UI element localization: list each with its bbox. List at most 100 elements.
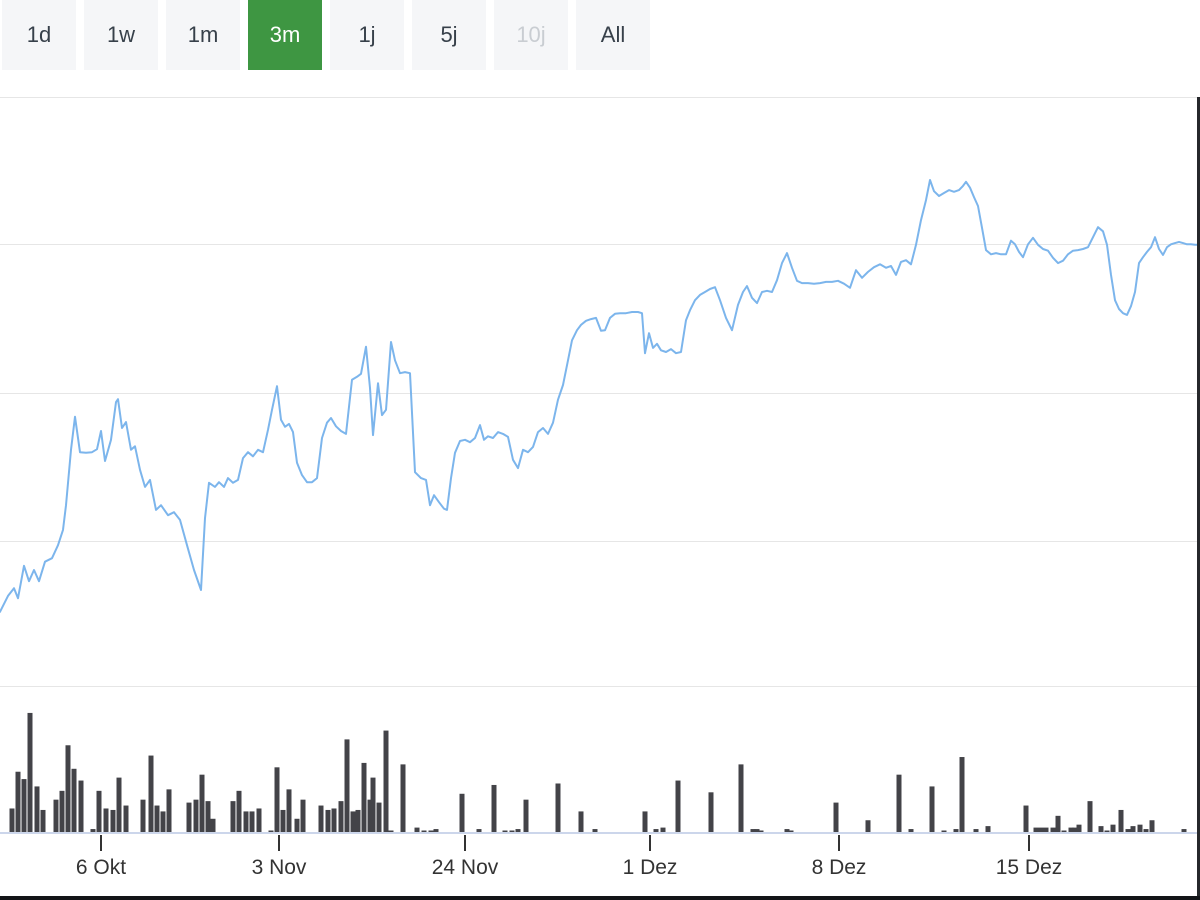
volume-bar bbox=[660, 827, 666, 832]
range-button-10j: 10j bbox=[494, 0, 568, 70]
volume-bar bbox=[1098, 826, 1104, 832]
volume-bar bbox=[249, 811, 255, 832]
range-button-all[interactable]: All bbox=[576, 0, 650, 70]
volume-bar bbox=[555, 783, 561, 832]
volume-bar bbox=[123, 805, 129, 832]
volume-bar bbox=[491, 784, 497, 832]
volume-bar bbox=[21, 779, 27, 832]
volume-bar bbox=[338, 801, 344, 832]
volume-bar bbox=[383, 730, 389, 832]
volume-bar bbox=[592, 829, 598, 832]
volume-bar bbox=[96, 790, 102, 832]
volume-bar bbox=[1181, 829, 1187, 832]
volume-bar bbox=[140, 799, 146, 832]
volume-bar bbox=[90, 829, 96, 832]
volume-bar bbox=[1104, 830, 1110, 832]
volume-bar bbox=[376, 802, 382, 832]
volume-bar bbox=[268, 830, 274, 832]
volume-bar bbox=[941, 830, 947, 832]
volume-bar bbox=[300, 799, 306, 832]
volume-bar bbox=[154, 805, 160, 832]
volume-bar bbox=[243, 811, 249, 832]
volume-bar bbox=[1137, 824, 1143, 832]
volume-bar bbox=[370, 777, 376, 832]
volume-bar bbox=[428, 830, 434, 832]
volume-bar bbox=[388, 830, 394, 832]
volume-bar bbox=[148, 755, 154, 832]
range-selector: 1d 1w 1m 3m 1j 5j 10j All bbox=[0, 0, 1200, 70]
volume-bar bbox=[865, 820, 871, 832]
volume-bar bbox=[1149, 820, 1155, 832]
x-axis-label: 15 Dez bbox=[996, 856, 1063, 879]
volume-bar bbox=[578, 811, 584, 832]
volume-bar bbox=[318, 805, 324, 832]
volume-bar bbox=[1130, 826, 1136, 832]
range-button-1d[interactable]: 1d bbox=[2, 0, 76, 70]
volume-bar bbox=[953, 829, 959, 832]
volume-bar bbox=[116, 777, 122, 832]
volume-bar bbox=[361, 762, 367, 832]
volume-bar bbox=[294, 818, 300, 832]
volume-bar bbox=[256, 808, 262, 832]
volume-bar bbox=[325, 809, 331, 832]
volume-bar bbox=[1050, 827, 1056, 832]
volume-bar bbox=[40, 809, 46, 832]
volume-bar bbox=[1068, 827, 1074, 832]
volume-bar bbox=[1072, 827, 1078, 832]
range-button-5j[interactable]: 5j bbox=[412, 0, 486, 70]
range-button-1m[interactable]: 1m bbox=[166, 0, 240, 70]
range-button-1w[interactable]: 1w bbox=[84, 0, 158, 70]
volume-bar bbox=[186, 802, 192, 832]
volume-bar bbox=[421, 830, 427, 832]
volume-bar bbox=[509, 830, 515, 832]
volume-bar bbox=[59, 790, 65, 832]
volume-bar bbox=[973, 829, 979, 832]
volume-bar bbox=[9, 808, 15, 832]
range-button-3m[interactable]: 3m bbox=[248, 0, 322, 70]
volume-bar bbox=[754, 829, 760, 832]
volume-bar bbox=[414, 827, 420, 832]
volume-bar bbox=[523, 799, 529, 832]
volume-bar bbox=[160, 811, 166, 832]
volume-bar bbox=[103, 808, 109, 832]
x-axis-label: 1 Dez bbox=[623, 856, 678, 879]
volume-bar bbox=[476, 829, 482, 832]
volume-bar bbox=[205, 801, 211, 832]
volume-bar bbox=[1076, 824, 1082, 832]
volume-bar bbox=[78, 780, 84, 832]
volume-bar bbox=[738, 764, 744, 832]
volume-bar bbox=[788, 830, 794, 832]
volume-bar bbox=[34, 786, 40, 832]
volume-bar bbox=[758, 830, 764, 832]
volume-bar bbox=[27, 712, 33, 832]
volume-bar bbox=[71, 768, 77, 832]
volume-bar bbox=[750, 829, 756, 832]
x-axis-label: 6 Okt bbox=[76, 856, 126, 879]
volume-bar bbox=[1038, 827, 1044, 832]
volume-bar bbox=[1143, 829, 1149, 832]
volume-bar bbox=[515, 829, 521, 832]
volume-bar bbox=[653, 829, 659, 832]
volume-bar bbox=[210, 818, 216, 832]
x-axis-label: 3 Nov bbox=[252, 856, 307, 879]
volume-bar bbox=[236, 790, 242, 832]
volume-bar bbox=[400, 764, 406, 832]
volume-bar bbox=[833, 802, 839, 832]
volume-bar bbox=[274, 767, 280, 832]
volume-bar bbox=[929, 786, 935, 832]
volume-bar bbox=[166, 789, 172, 832]
volume-bar bbox=[1061, 830, 1067, 832]
volume-bar bbox=[199, 774, 205, 832]
range-button-1j[interactable]: 1j bbox=[330, 0, 404, 70]
volume-bar bbox=[784, 829, 790, 832]
volume-bar bbox=[355, 809, 361, 832]
volume-bar bbox=[350, 811, 356, 832]
volume-bar bbox=[1043, 827, 1049, 832]
price-line bbox=[0, 179, 1200, 613]
volume-bar bbox=[53, 799, 59, 832]
volume-bar bbox=[985, 826, 991, 832]
x-axis-label: 24 Nov bbox=[432, 856, 499, 879]
volume-bar bbox=[959, 757, 965, 832]
